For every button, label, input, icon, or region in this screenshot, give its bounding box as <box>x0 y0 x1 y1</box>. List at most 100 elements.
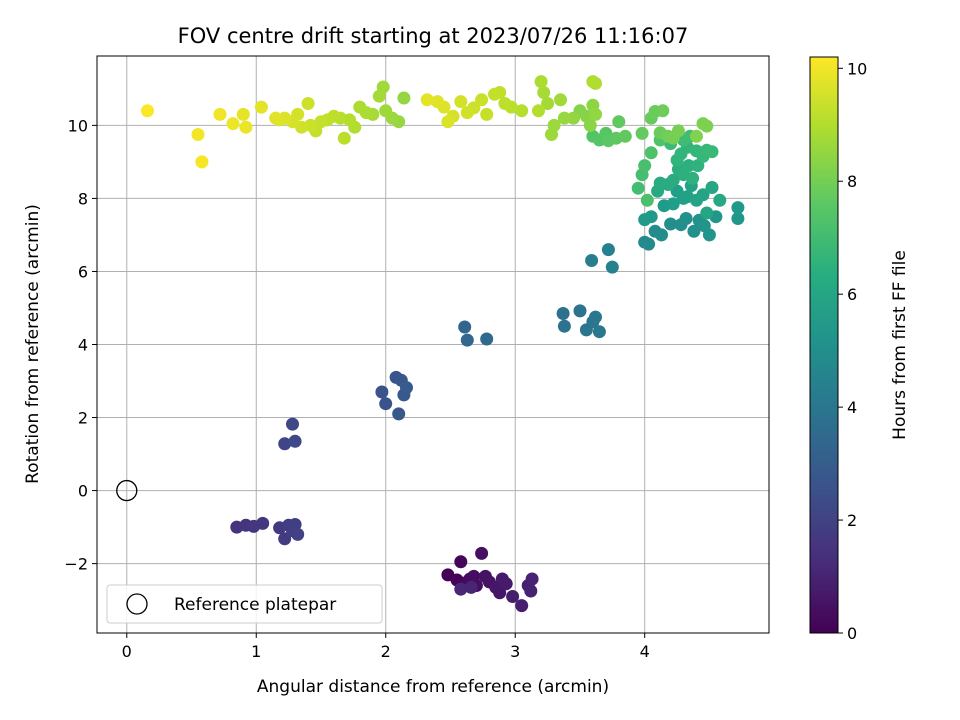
data-points <box>141 75 745 613</box>
legend: Reference platepar <box>106 584 383 624</box>
data-point <box>441 115 455 129</box>
data-point <box>291 527 305 541</box>
x-tick-label: 1 <box>251 642 261 661</box>
data-point <box>642 237 656 251</box>
reference-platepar-point <box>116 479 138 502</box>
data-point <box>392 407 406 421</box>
data-point <box>480 332 494 346</box>
data-point <box>254 100 268 114</box>
data-point <box>475 93 489 107</box>
x-tick-label: 4 <box>640 642 650 661</box>
reference-marker <box>116 479 138 502</box>
x-tick-label: 2 <box>381 642 391 661</box>
data-point <box>605 260 619 274</box>
colorbar-ticks: 0 2 4 6 8 10 <box>838 59 867 643</box>
data-point <box>353 100 367 114</box>
chart-title: FOV centre drift starting at 2023/07/26 … <box>178 24 689 48</box>
data-point <box>666 197 680 211</box>
data-point <box>664 217 678 231</box>
data-point <box>702 228 716 242</box>
data-point <box>400 381 413 395</box>
data-point <box>700 206 714 220</box>
y-tick-label: 10 <box>68 116 88 135</box>
data-point <box>256 516 270 530</box>
data-point <box>464 580 478 594</box>
data-point <box>696 188 710 202</box>
data-point <box>573 304 587 318</box>
y-tick-label: −2 <box>64 555 88 574</box>
data-point <box>592 325 606 339</box>
data-point <box>556 307 570 320</box>
data-point <box>686 171 700 185</box>
data-point <box>278 437 292 451</box>
data-point <box>618 129 632 143</box>
data-point <box>372 89 386 103</box>
data-point <box>589 107 602 121</box>
data-point <box>671 124 685 138</box>
data-point <box>379 397 393 411</box>
data-point <box>499 577 513 591</box>
data-point <box>655 228 668 242</box>
colorbar-tick-label: 10 <box>847 59 867 78</box>
data-point <box>379 104 393 118</box>
colorbar-tick-label: 6 <box>847 285 857 304</box>
data-point <box>213 107 227 121</box>
data-point <box>454 582 468 596</box>
data-point <box>644 146 658 160</box>
colorbar: 0 2 4 6 8 10 Hours from first FF file <box>809 56 910 643</box>
data-point <box>583 118 597 132</box>
legend-entry-reference: Reference platepar <box>174 595 336 615</box>
data-point <box>612 115 626 129</box>
data-point <box>700 119 714 133</box>
grid <box>97 56 769 633</box>
data-point <box>567 111 580 125</box>
data-point <box>488 87 501 101</box>
data-point <box>375 385 389 399</box>
data-point <box>515 104 529 118</box>
data-point <box>269 111 283 125</box>
data-point <box>656 104 670 118</box>
data-point <box>397 91 411 105</box>
x-axis-ticks: 0 1 2 3 4 <box>122 633 650 661</box>
data-point <box>458 320 472 334</box>
legend-box <box>106 584 383 624</box>
data-point <box>525 572 539 586</box>
data-point <box>679 212 693 225</box>
data-point <box>454 555 468 569</box>
data-point <box>557 111 571 125</box>
data-point <box>638 159 652 173</box>
y-axis-label: Rotation from reference (arcmin) <box>23 204 43 484</box>
data-point <box>141 104 154 118</box>
y-tick-label: 0 <box>78 482 88 501</box>
data-point <box>589 310 602 324</box>
data-point <box>515 599 529 613</box>
data-point <box>601 243 615 257</box>
y-tick-label: 6 <box>78 262 88 281</box>
data-point <box>506 590 520 603</box>
data-point <box>731 212 745 225</box>
data-point <box>301 97 315 110</box>
data-point <box>631 181 645 195</box>
data-point <box>640 193 654 207</box>
data-point <box>239 120 253 134</box>
data-point <box>635 126 649 140</box>
data-point <box>638 213 652 227</box>
data-point <box>585 254 599 267</box>
data-point <box>493 586 507 600</box>
data-point <box>191 128 205 141</box>
data-point <box>541 97 555 110</box>
data-point <box>705 145 719 159</box>
data-point <box>687 224 701 238</box>
data-point <box>337 131 351 145</box>
data-point <box>286 417 299 431</box>
data-point <box>288 434 302 448</box>
data-point <box>731 201 745 215</box>
data-point <box>545 128 558 141</box>
data-point <box>532 104 545 118</box>
data-point <box>454 95 468 109</box>
data-point <box>524 584 538 598</box>
data-point <box>460 106 474 120</box>
data-point <box>534 75 548 89</box>
x-axis-label: Angular distance from reference (arcmin) <box>257 677 609 697</box>
data-point <box>195 155 209 169</box>
